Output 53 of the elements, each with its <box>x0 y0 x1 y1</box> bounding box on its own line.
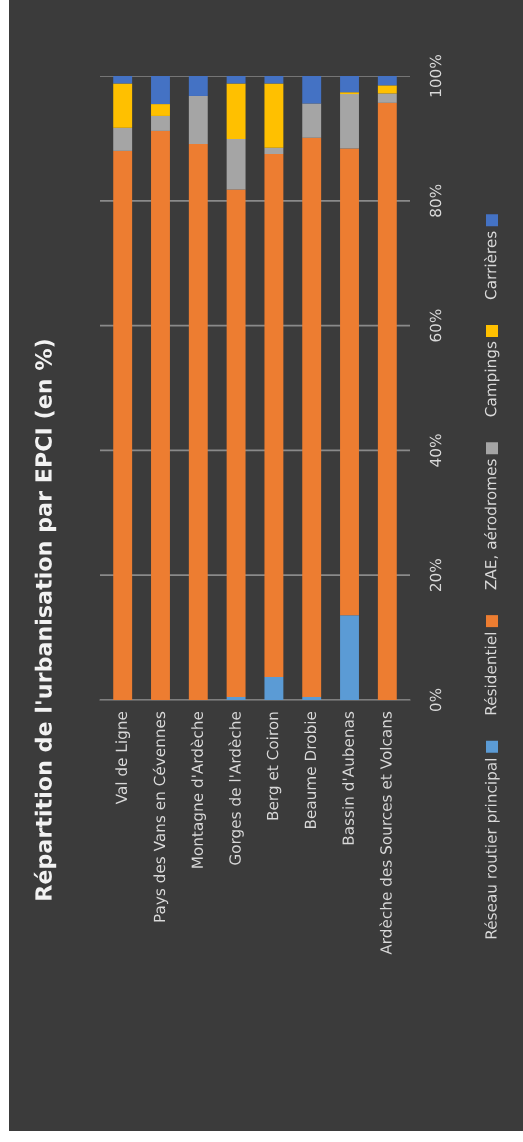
bar <box>340 148 359 616</box>
x-tick-label: Val de Ligne <box>115 711 131 805</box>
bar <box>188 144 208 700</box>
bar <box>113 127 133 151</box>
bar <box>377 102 397 700</box>
bar <box>377 93 397 103</box>
bar <box>226 189 246 697</box>
bar <box>226 76 246 84</box>
bar <box>264 147 284 154</box>
x-tick-label: Ardèche des Sources et Volcans <box>379 711 392 955</box>
y-tick-label: 0% <box>429 688 442 712</box>
bar <box>264 154 284 677</box>
legend-label: Campings <box>484 341 500 417</box>
bar <box>264 676 284 700</box>
x-tick-label: Bassin d'Aubenas <box>342 711 354 845</box>
bar <box>264 83 284 148</box>
bar <box>302 137 322 697</box>
bar <box>113 76 133 84</box>
legend-label: ZAE, aérodromes <box>484 459 498 590</box>
legend-label: Résidentiel <box>484 632 497 715</box>
y-tick-label: 20% <box>429 559 442 592</box>
x-tick-label: Beaume Drobie <box>304 711 317 829</box>
legend-label: Carrières <box>484 231 497 300</box>
legend-label: Réseau routier principal <box>484 759 500 939</box>
bar <box>377 85 397 94</box>
text: Répartition de l'urbanisation par EPCI (en %) <box>33 340 57 900</box>
bar <box>226 696 246 700</box>
bar <box>151 104 170 116</box>
bar <box>151 115 170 131</box>
bar <box>340 76 359 93</box>
bar <box>188 76 208 96</box>
x-tick-label: Berg et Coiron <box>266 712 282 820</box>
bar <box>340 94 359 149</box>
bar <box>302 76 322 104</box>
bar <box>302 696 322 700</box>
y-tick-label: 80% <box>429 184 442 217</box>
x-tick-label: Pays des Vans en Cévennes <box>152 711 169 922</box>
y-tick-label: 100% <box>429 55 442 97</box>
bar <box>302 103 322 138</box>
bar <box>377 76 397 86</box>
bar <box>226 83 246 140</box>
bar <box>340 615 359 700</box>
x-tick-label: Gorges de l'Ardèche <box>228 711 244 865</box>
y-tick-label: 60% <box>429 309 442 342</box>
x-tick-label: Montagne d'Ardèche <box>190 711 206 868</box>
bar <box>264 76 284 84</box>
bar <box>226 139 246 190</box>
bar <box>113 83 133 128</box>
bar <box>188 95 208 145</box>
y-tick-label: 40% <box>429 434 442 467</box>
bar <box>151 130 170 700</box>
bar <box>113 150 133 700</box>
bar <box>151 76 170 105</box>
